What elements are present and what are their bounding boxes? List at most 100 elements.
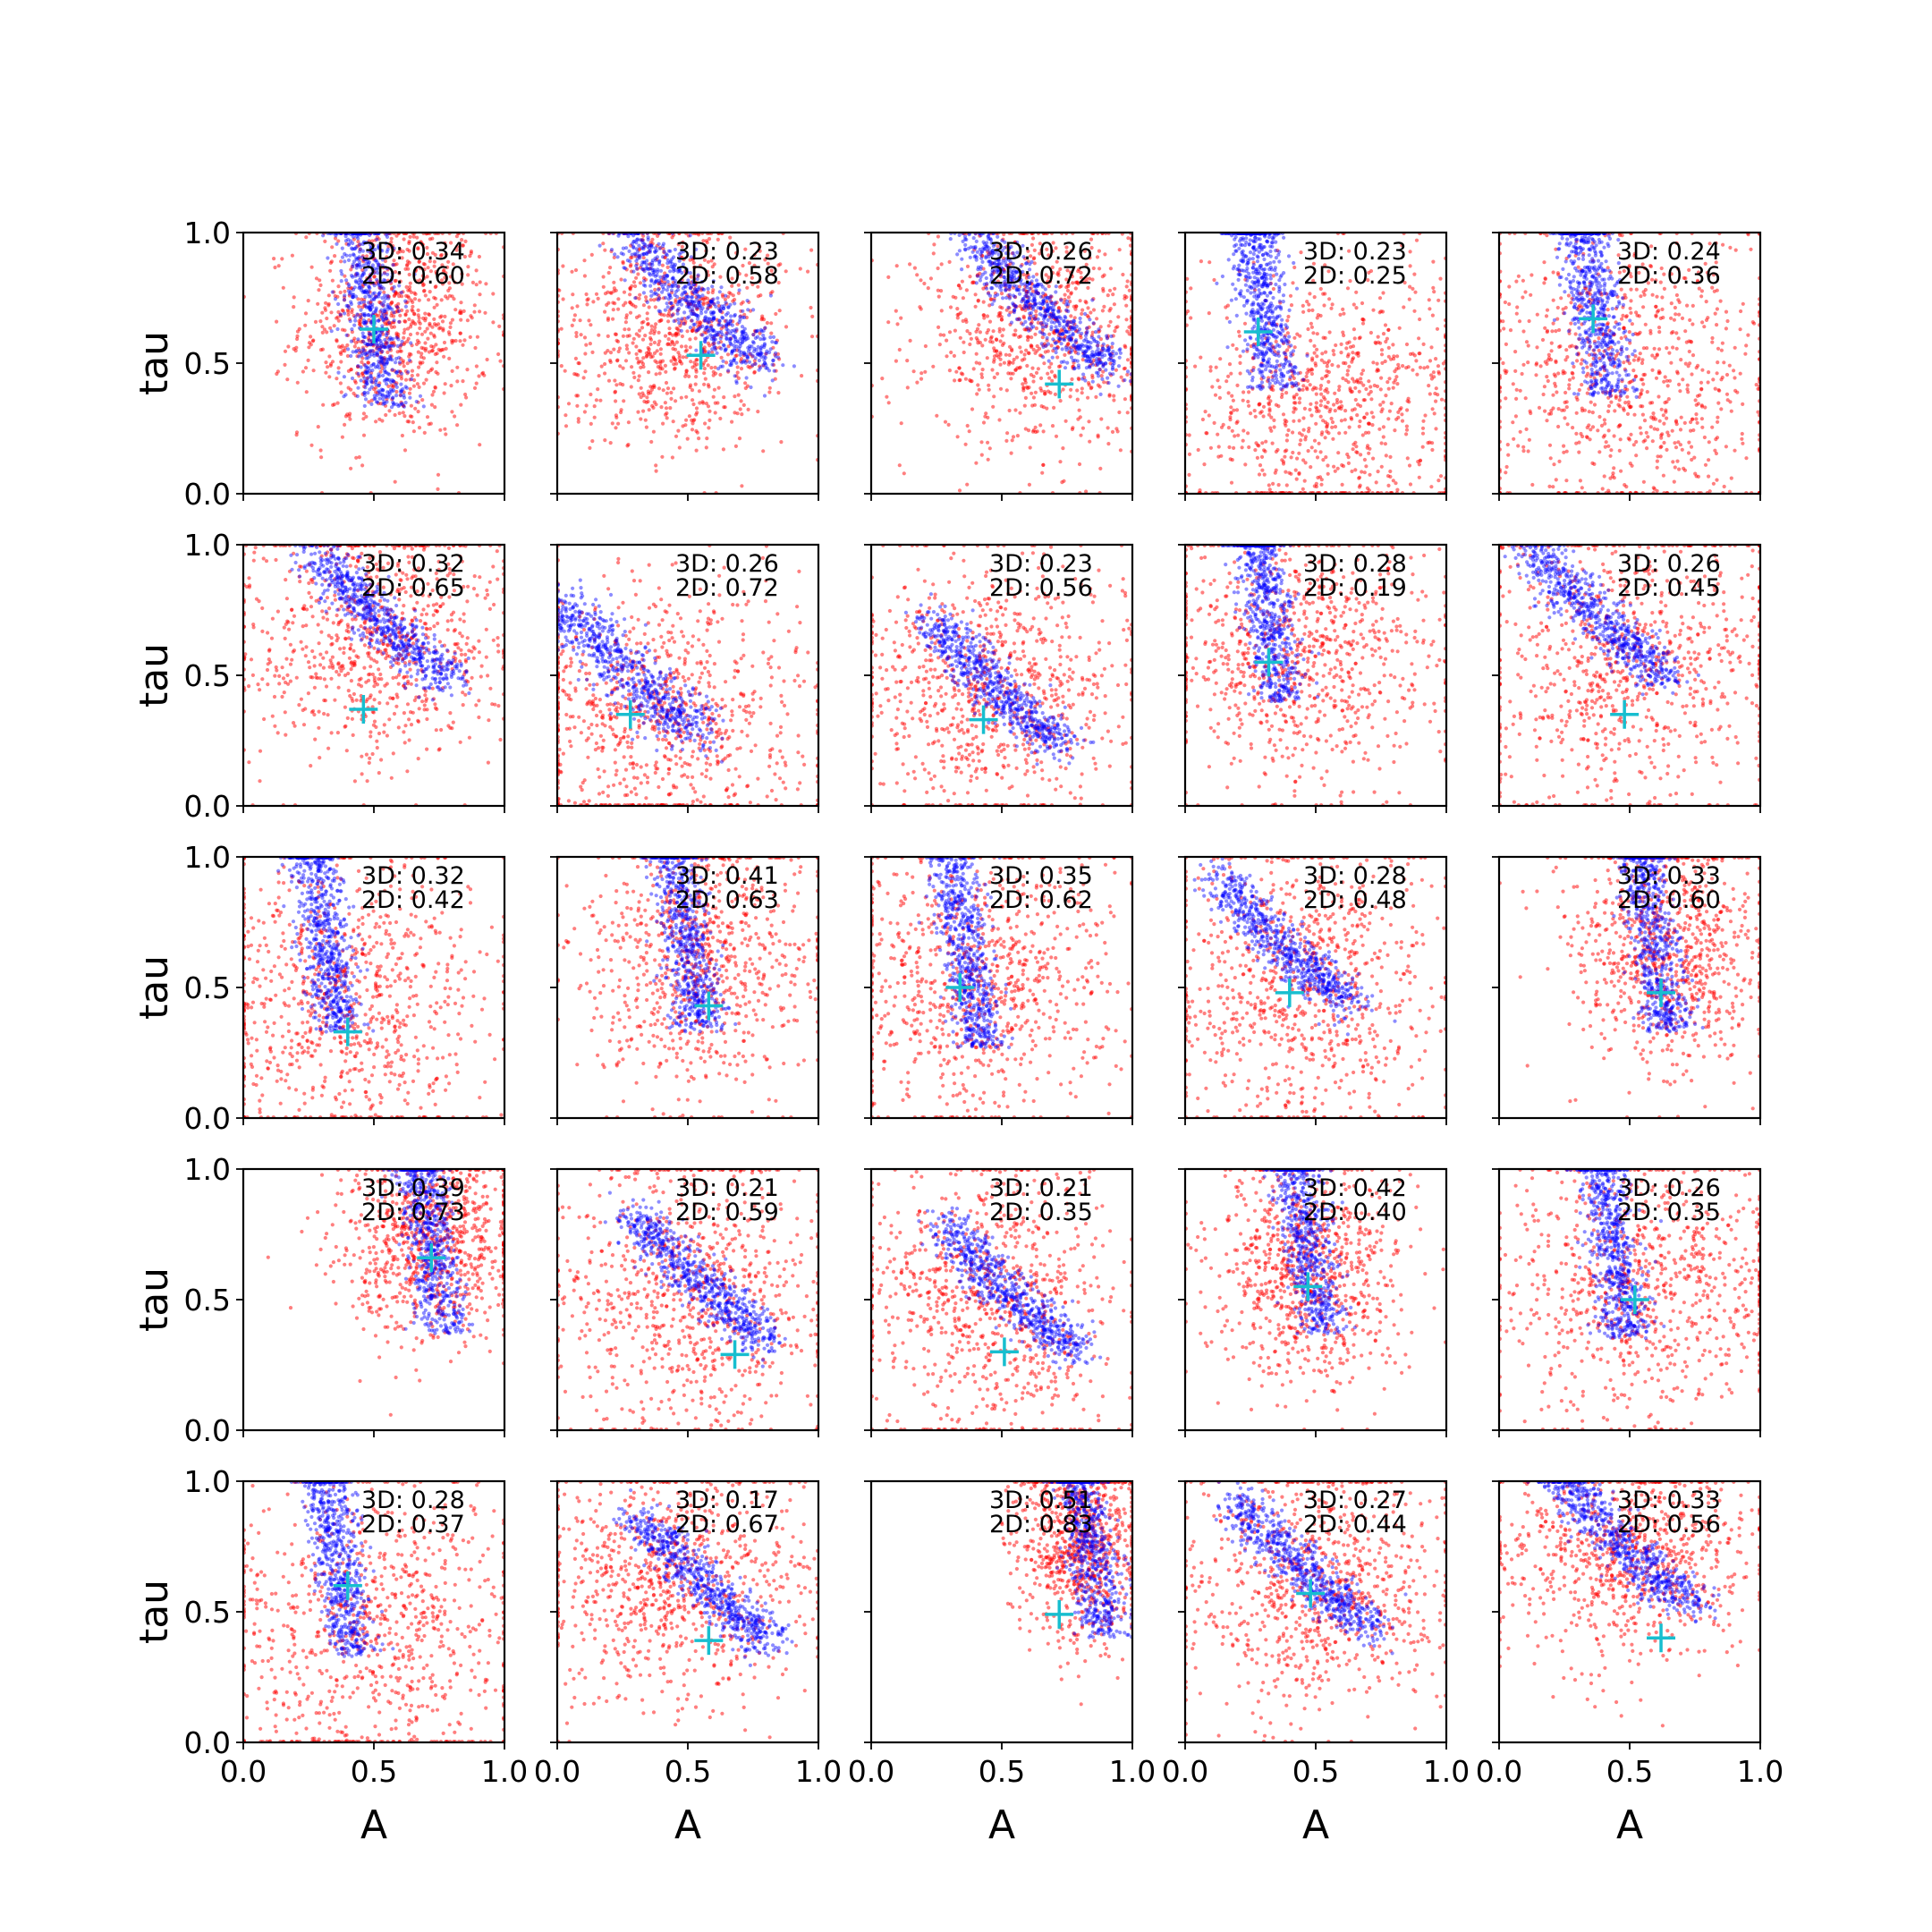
red-point	[1070, 291, 1073, 294]
blue-point	[747, 350, 750, 353]
red-point	[657, 386, 661, 390]
red-point	[1217, 445, 1221, 448]
red-point	[691, 428, 694, 431]
blue-point	[1008, 293, 1012, 297]
red-point	[740, 484, 743, 487]
red-point	[573, 313, 577, 317]
red-point	[999, 339, 1003, 343]
blue-point	[1034, 301, 1038, 305]
red-point	[609, 351, 613, 354]
red-point	[1013, 358, 1016, 361]
blue-point	[1107, 348, 1111, 352]
blue-point	[1031, 325, 1035, 328]
blue-point	[1056, 309, 1060, 313]
red-point	[695, 449, 699, 453]
red-point	[420, 398, 424, 402]
blue-point	[616, 234, 620, 238]
blue-point	[1056, 316, 1060, 319]
red-point	[713, 388, 716, 392]
blue-point	[399, 383, 402, 386]
red-point	[434, 343, 437, 346]
blue-point	[762, 355, 766, 359]
red-point	[441, 319, 445, 323]
red-point	[478, 309, 481, 313]
blue-point	[1090, 298, 1094, 301]
red-point	[362, 411, 366, 415]
red-point	[1308, 369, 1311, 373]
blue-point	[949, 237, 953, 241]
red-point	[1038, 423, 1042, 427]
blue-point	[1076, 352, 1080, 355]
red-point	[475, 268, 479, 272]
blue-point	[400, 340, 403, 343]
red-point	[1272, 287, 1275, 291]
red-point	[1301, 310, 1305, 314]
red-point	[603, 362, 606, 366]
red-point	[629, 311, 632, 315]
red-point	[665, 381, 668, 385]
red-point	[1084, 301, 1088, 304]
red-point	[357, 305, 360, 309]
red-point	[905, 359, 909, 362]
red-point	[1007, 362, 1011, 366]
red-point	[1023, 404, 1027, 408]
blue-point	[351, 293, 354, 297]
red-point	[618, 382, 622, 386]
red-point	[636, 272, 640, 275]
red-point	[1040, 471, 1044, 475]
red-point	[1090, 376, 1094, 379]
red-point	[1314, 422, 1318, 426]
red-point	[654, 305, 657, 309]
red-point	[589, 342, 592, 345]
red-point	[718, 417, 722, 420]
blue-point	[1031, 315, 1035, 318]
red-point	[1393, 428, 1396, 432]
red-point	[604, 292, 607, 295]
blue-point	[1053, 321, 1056, 325]
blue-point	[1041, 292, 1045, 295]
red-point	[425, 378, 428, 382]
red-point	[1126, 358, 1130, 361]
red-point	[1305, 386, 1309, 390]
blue-point	[385, 334, 388, 337]
red-point	[952, 295, 955, 299]
red-point	[1057, 365, 1061, 369]
red-point	[1318, 387, 1322, 391]
blue-point	[391, 368, 394, 371]
red-point	[1254, 415, 1258, 419]
red-point	[638, 349, 641, 352]
red-point	[354, 341, 358, 344]
red-point	[1012, 372, 1015, 376]
red-point	[674, 333, 678, 336]
blue-point	[373, 292, 377, 295]
red-point	[886, 320, 890, 324]
red-point	[478, 255, 481, 258]
blue-point	[631, 246, 635, 250]
red-point	[976, 327, 979, 331]
red-point	[298, 327, 301, 331]
red-point	[1310, 309, 1314, 312]
red-point	[1423, 413, 1427, 417]
blue-point	[1079, 317, 1082, 320]
red-point	[1282, 412, 1285, 416]
red-point	[1384, 323, 1387, 326]
blue-point	[655, 292, 658, 296]
blue-point	[762, 358, 766, 361]
red-point	[740, 399, 743, 402]
red-point	[784, 269, 788, 273]
blue-point	[990, 302, 994, 306]
red-point	[1331, 437, 1335, 441]
red-point	[461, 379, 464, 383]
red-point	[296, 381, 300, 385]
blue-point	[356, 337, 360, 341]
red-point	[996, 372, 999, 376]
red-point	[1107, 324, 1111, 327]
blue-point	[379, 342, 383, 345]
blue-point	[729, 337, 733, 341]
red-point	[681, 424, 684, 428]
red-point	[972, 367, 976, 370]
red-point	[634, 276, 638, 280]
blue-point	[1043, 333, 1046, 336]
red-point	[644, 419, 648, 422]
red-point	[637, 378, 640, 382]
